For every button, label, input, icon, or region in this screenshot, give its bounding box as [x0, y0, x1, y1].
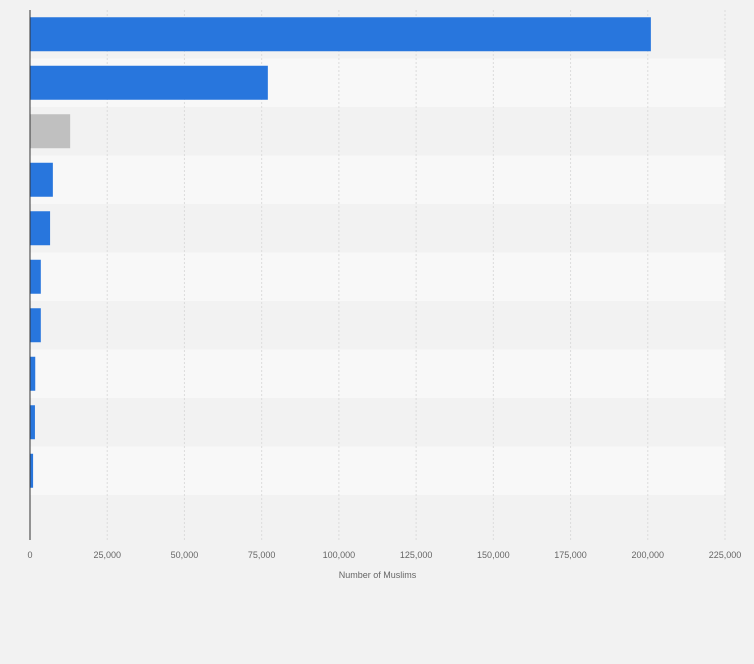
bar — [30, 453, 34, 488]
bar — [30, 405, 35, 440]
row-band — [30, 349, 725, 398]
x-axis-label: Number of Muslims — [339, 570, 417, 580]
bar — [30, 65, 268, 100]
row-band — [30, 398, 725, 447]
x-tick-label: 100,000 — [323, 550, 356, 560]
x-tick-label: 175,000 — [554, 550, 587, 560]
x-tick-label: 75,000 — [248, 550, 276, 560]
row-band — [30, 155, 725, 204]
row-band — [30, 446, 725, 495]
bar — [30, 259, 41, 294]
row-band — [30, 252, 725, 301]
x-tick-label: 25,000 — [93, 550, 121, 560]
x-tick-label: 225,000 — [709, 550, 742, 560]
row-band — [30, 107, 725, 156]
bar — [30, 211, 51, 246]
bar — [30, 162, 53, 197]
x-tick-label: 150,000 — [477, 550, 510, 560]
x-tick-label: 125,000 — [400, 550, 433, 560]
bars — [30, 17, 651, 488]
bar — [30, 17, 651, 52]
x-tick-label: 200,000 — [632, 550, 665, 560]
row-bands — [30, 10, 725, 495]
x-tick-label: 50,000 — [171, 550, 199, 560]
bar — [30, 356, 36, 391]
x-axis-ticks: 0 25,000 50,000 75,000 100,000 125,000 150,000… — [27, 550, 741, 560]
bar — [30, 308, 41, 343]
row-band — [30, 204, 725, 253]
x-tick-label: 0 — [27, 550, 32, 560]
row-band — [30, 301, 725, 350]
bar — [30, 114, 71, 149]
